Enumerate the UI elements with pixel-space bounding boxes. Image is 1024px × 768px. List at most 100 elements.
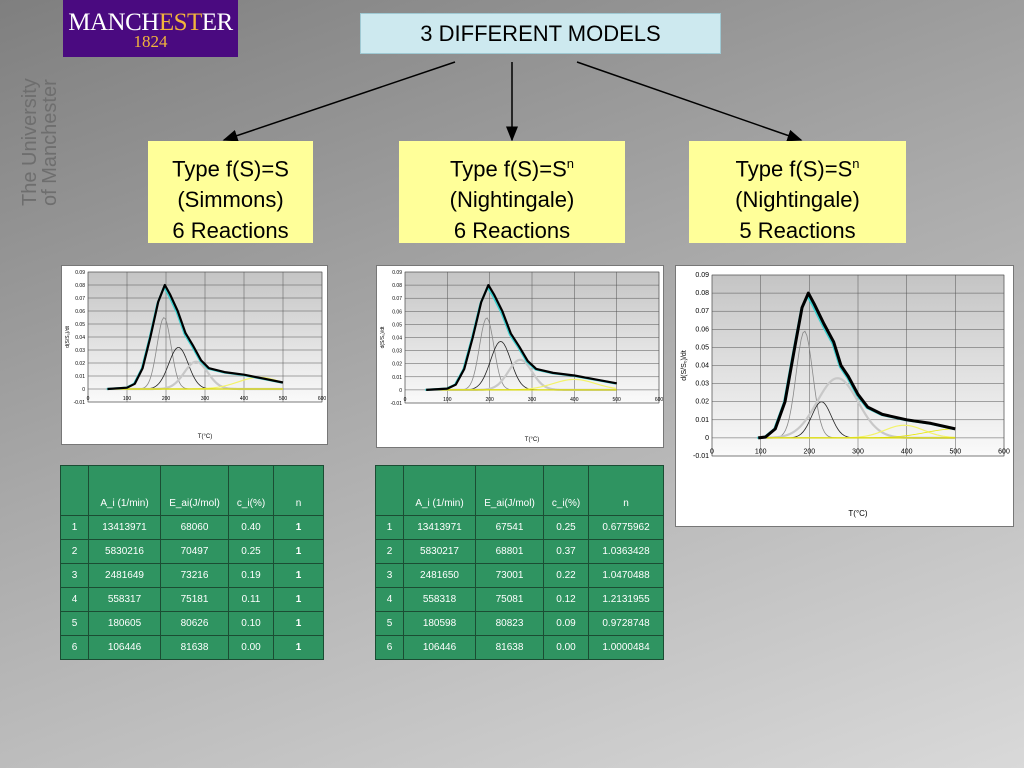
model-name: (Simmons) — [177, 187, 284, 213]
model-reactions: 5 Reactions — [739, 218, 856, 244]
x-axis-label: T(°C) — [848, 509, 868, 518]
arrow-right — [576, 61, 803, 142]
y-tick-label: 0.09 — [75, 270, 85, 276]
x-tick-label: 300 — [528, 397, 537, 403]
y-tick-label: 0.09 — [392, 270, 402, 276]
logo-text: ER — [201, 9, 233, 36]
table-cell: 2 — [60, 539, 89, 564]
table-cell: 6 — [375, 635, 404, 660]
table-cell: 5830216 — [88, 539, 161, 564]
table-cell: 73216 — [160, 563, 229, 588]
table-cell: 180605 — [88, 611, 161, 636]
x-axis-label: T(°C) — [198, 434, 212, 440]
table-cell: 3 — [60, 563, 89, 588]
y-tick-label: 0.05 — [695, 344, 709, 351]
table-row: 5 180605 80626 0.10 1 — [60, 611, 324, 636]
chart-svg: -0.0100.010.020.030.040.050.060.070.080.… — [65, 270, 326, 440]
logo-text: MANCH — [68, 9, 159, 36]
table-cell: 5 — [60, 611, 89, 636]
y-tick-label: 0.06 — [392, 309, 402, 315]
table-cell: 80626 — [160, 611, 229, 636]
table-header-cell: c_i(%) — [543, 465, 589, 516]
model-reactions: 6 Reactions — [453, 218, 571, 244]
table-row: 6 106446 81638 0.00 1 — [60, 635, 324, 660]
table-header-cell: n — [588, 465, 664, 516]
chart-nightingale-5: -0.01 0 0.01 0.02 0.03 0.04 0.05 0.06 0.07 0.08 0.… — [675, 265, 1014, 527]
table-cell: 75181 — [160, 587, 229, 612]
params-table-nightingale: A_i (1/min) E_ai(J/mol) c_i(%) n 1 13413971 67… — [375, 465, 664, 660]
y-tick-label: 0.01 — [392, 375, 402, 381]
table-header-cell — [375, 465, 404, 516]
table-cell: 0.25 — [228, 539, 274, 564]
table-cell: 0.40 — [228, 515, 274, 540]
x-tick-label: 500 — [279, 396, 288, 402]
table-cell: 4 — [60, 587, 89, 612]
table-row: 3 2481650 73001 0.22 1.0470488 — [375, 563, 664, 588]
y-tick-label: 0.07 — [392, 296, 402, 302]
table-row: 4 558318 75081 0.12 1.2131955 — [375, 587, 664, 612]
y-tick-label: 0.02 — [392, 362, 402, 368]
table-cell: 73001 — [475, 563, 544, 588]
y-tick-label: 0.05 — [75, 322, 85, 328]
experimental-curve — [107, 283, 284, 391]
table-cell: 1 — [273, 515, 324, 540]
chart-simmons: -0.01 0 0.01 0.02 0.03 0.04 0.05 0.06 0.07 0.08 0.… — [61, 265, 328, 445]
table-cell: 3 — [375, 563, 404, 588]
model-name: (Nightingale) — [449, 187, 575, 213]
y-tick-label: 0.01 — [75, 374, 85, 380]
params-table-simmons: A_i (1/min) E_ai(J/mol) c_i(%) n 1 13413971 68… — [60, 465, 324, 660]
table-row: 4 558317 75181 0.11 1 — [60, 587, 324, 612]
experimental-curve — [758, 291, 956, 440]
table-cell: 0.11 — [228, 587, 274, 612]
x-tick-label: 200 — [485, 397, 494, 403]
table-header-cell: E_ai(J/mol) — [475, 465, 544, 516]
x-tick-label: 600 — [998, 448, 1010, 455]
table-cell: 1 — [273, 587, 324, 612]
x-tick-label: 0 — [710, 448, 714, 455]
y-tick-label: 0.08 — [695, 290, 709, 297]
x-tick-label: 100 — [123, 396, 132, 402]
table-cell: 1 — [375, 515, 404, 540]
x-tick-label: 200 — [162, 396, 171, 402]
table-cell: 0.10 — [228, 611, 274, 636]
table-cell: 1.0363428 — [588, 539, 664, 564]
table-row: 5 180598 80823 0.09 0.9728748 — [375, 611, 664, 636]
table-cell: 2481650 — [403, 563, 476, 588]
logo-text: EST — [158, 9, 202, 36]
table-cell: 81638 — [475, 635, 544, 660]
table-cell: 1 — [60, 515, 89, 540]
table-cell: 2481649 — [88, 563, 161, 588]
table-cell: 80823 — [475, 611, 544, 636]
x-tick-label: 500 — [612, 397, 621, 403]
table-cell: 5 — [375, 611, 404, 636]
y-tick-label: 0.01 — [695, 417, 709, 424]
x-tick-label: 0 — [87, 396, 90, 402]
y-tick-label: 0.04 — [695, 363, 709, 370]
table-row: 1 13413971 67541 0.25 0.6775962 — [375, 515, 664, 540]
y-tick-label: 0.09 — [695, 272, 709, 279]
table-cell: 13413971 — [88, 515, 161, 540]
logo-year: 1824 — [133, 32, 168, 51]
y-tick-label: 0.02 — [695, 399, 709, 406]
table-cell: 0.37 — [543, 539, 589, 564]
table-row: 1 13413971 68060 0.40 1 — [60, 515, 324, 540]
y-tick-label: 0.07 — [75, 296, 85, 302]
x-tick-label: 400 — [240, 396, 249, 402]
table-row: 2 5830217 68801 0.37 1.0363428 — [375, 539, 664, 564]
y-tick-label: 0.03 — [392, 349, 402, 355]
table-header-cell: A_i (1/min) — [403, 465, 476, 516]
chart-svg: -0.0100.010.020.030.040.050.060.070.080.… — [380, 270, 663, 443]
table-cell: 0.25 — [543, 515, 589, 540]
table-header-cell: n — [273, 465, 324, 516]
x-tick-label: 0 — [404, 397, 407, 403]
y-tick-label: 0.05 — [392, 322, 402, 328]
table-cell: 4 — [375, 587, 404, 612]
y-tick-label: 0.08 — [392, 283, 402, 289]
model-exponent: n — [852, 156, 860, 171]
model-box-nightingale-5: Type f(S)=Sn (Nightingale) 5 Reactions — [689, 141, 906, 243]
experimental-curve — [426, 284, 617, 391]
table-header-cell — [60, 465, 89, 516]
table-cell: 0.09 — [543, 611, 589, 636]
y-tick-label: 0.03 — [75, 348, 85, 354]
model-type: Type f(S)=S — [449, 156, 567, 182]
